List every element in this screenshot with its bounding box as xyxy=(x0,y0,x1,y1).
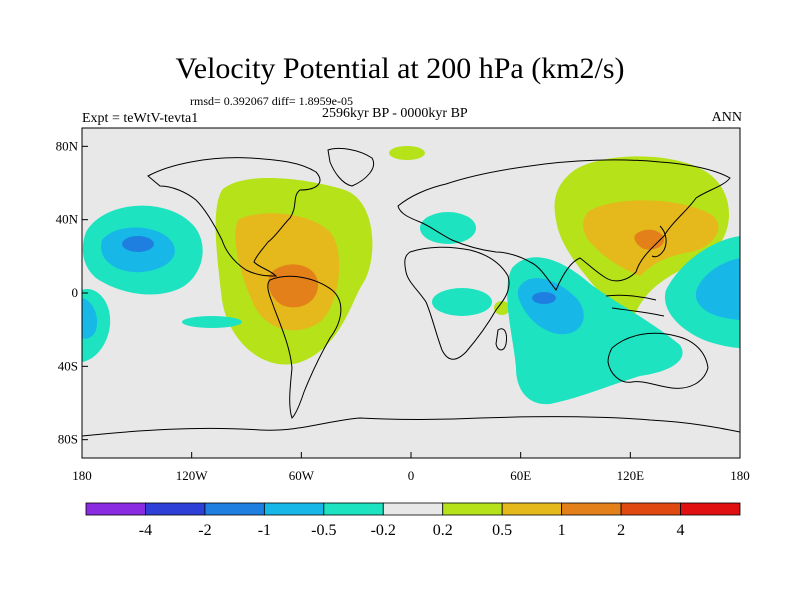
page-title: Velocity Potential at 200 hPa (km2/s) xyxy=(175,52,625,85)
anomaly-americas-1 xyxy=(268,264,318,308)
anomaly-africa-neg xyxy=(420,212,476,244)
colorbar-label: -2 xyxy=(198,522,211,539)
x-tick-label: 60E xyxy=(510,468,531,483)
coast-antarctica xyxy=(82,416,740,437)
colorbar-label: 1 xyxy=(558,522,566,539)
colorbar-swatch xyxy=(501,502,563,516)
anomaly-atlantic-neg xyxy=(432,288,492,316)
colorbar-label: 2 xyxy=(617,522,625,539)
x-tick-label: 120W xyxy=(176,468,209,483)
x-tick-label: 60W xyxy=(289,468,315,483)
y-tick-label: 40N xyxy=(56,212,79,227)
anomaly-east-neg-0p5 xyxy=(695,258,740,320)
colorbar-label: -0.2 xyxy=(371,522,396,539)
coast-north-america xyxy=(147,157,321,277)
anomaly-asia-1 xyxy=(634,229,664,250)
coast-south-america xyxy=(267,275,342,419)
colorbar-swatch xyxy=(680,502,741,516)
colorbar: -4 -2 -1 -0.5 -0.2 0.2 0.5 1 2 4 xyxy=(85,502,741,539)
anomaly-fields xyxy=(82,146,740,405)
anomaly-westedge-neg-0p5 xyxy=(82,298,98,339)
y-tick-label: 80S xyxy=(58,432,78,447)
y-tick-label: 0 xyxy=(72,285,79,300)
colorbar-swatch xyxy=(323,502,384,516)
x-tick-label: 180 xyxy=(730,468,750,483)
colorbar-swatch xyxy=(561,502,622,516)
colorbar-swatch xyxy=(145,502,206,516)
anomaly-pacific-neg-1 xyxy=(122,236,154,252)
coast-africa xyxy=(404,246,510,360)
x-tick-label: 120E xyxy=(617,468,645,483)
y-tick-label: 80N xyxy=(56,138,79,153)
colorbar-swatch xyxy=(382,502,444,516)
season-label: ANN xyxy=(711,110,742,125)
anomaly-indian-neg-0p5 xyxy=(517,278,584,335)
experiment-label: Expt = teWtV-tevta1 xyxy=(82,111,199,126)
x-tick-label: 0 xyxy=(408,468,415,483)
colorbar-label: 4 xyxy=(677,522,685,539)
coast-indonesia xyxy=(605,294,665,317)
colorbar-swatch xyxy=(620,502,681,516)
x-tick-label: 180 xyxy=(72,468,92,483)
colorbar-label: -4 xyxy=(139,522,152,539)
coast-europe-asia xyxy=(397,159,731,291)
colorbar-swatch xyxy=(263,502,325,516)
colorbar-label: -1 xyxy=(258,522,271,539)
anomaly-africa-0p2 xyxy=(494,301,510,315)
coast-japan xyxy=(651,225,667,258)
y-tick-label: 40S xyxy=(58,358,78,373)
coast-australia xyxy=(607,332,709,389)
colorbar-swatch xyxy=(442,502,503,516)
colorbar-label: -0.5 xyxy=(311,522,336,539)
rmsd-diff-stats: rmsd= 0.392067 diff= 1.8959e-05 xyxy=(190,94,353,108)
colorbar-label: 0.2 xyxy=(433,522,453,539)
anomaly-arctic-0p2 xyxy=(389,146,425,160)
colorbar-label: 0.5 xyxy=(492,522,512,539)
anomaly-pacific-strip xyxy=(182,316,242,328)
colorbar-swatch xyxy=(85,502,146,516)
anomaly-indian-neg-1 xyxy=(532,292,556,304)
map-axes: 180 120W 60W 0 60E 120E 180 80N 40N 0 40S 80S xyxy=(56,138,750,483)
period-label: 2596kyr BP - 0000kyr BP xyxy=(322,106,468,121)
coast-madagascar xyxy=(495,328,507,351)
coastlines xyxy=(82,147,740,437)
colorbar-swatch xyxy=(204,502,265,516)
coast-greenland xyxy=(327,147,374,187)
